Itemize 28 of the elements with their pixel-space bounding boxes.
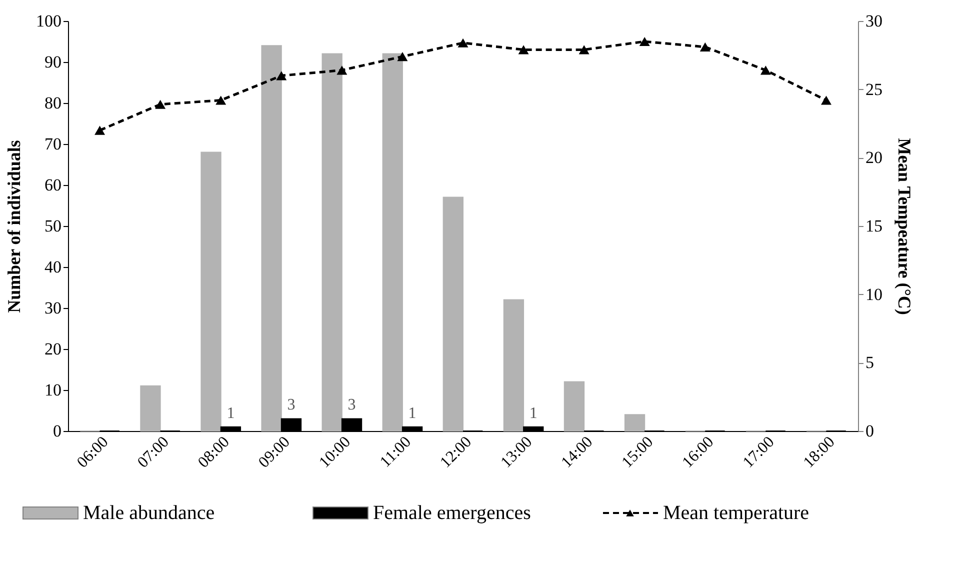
y-tick-label: 40 (44, 258, 62, 276)
y-axis-title: Number of individuals (4, 140, 24, 313)
data-label: 1 (226, 404, 235, 422)
y-tick-label: 10 (44, 380, 62, 400)
legend-label: Female emergences (373, 502, 532, 524)
y2-tick-label: 25 (866, 80, 882, 99)
legend-label: Mean temperature (663, 502, 810, 524)
data-label: 1 (529, 404, 538, 422)
y-tick-label: 50 (44, 216, 62, 236)
legend-label: Male abundance (83, 502, 215, 524)
y-tick-label: 70 (44, 134, 62, 154)
y2-tick-label: 20 (866, 148, 882, 168)
y-tick-label: 100 (36, 12, 62, 30)
y-tick-label: 90 (44, 52, 62, 72)
y-tick-label: 30 (44, 298, 62, 318)
y2-tick-label: 0 (866, 422, 874, 440)
data-label: 3 (287, 396, 296, 414)
data-label: 1 (408, 404, 416, 422)
y-tick-label: 20 (44, 340, 62, 358)
y-tick-label: 60 (44, 176, 62, 194)
y-tick-label: 0 (53, 422, 62, 440)
y2-tick-label: 5 (866, 353, 874, 372)
y2-tick-label: 15 (866, 216, 882, 236)
y2-tick-label: 10 (866, 284, 882, 304)
data-label: 3 (348, 396, 356, 414)
y2-tick-label: 30 (866, 12, 882, 30)
y-tick-label: 80 (44, 94, 62, 112)
y2-axis-title: Mean Tempeature (°C) (894, 138, 914, 315)
